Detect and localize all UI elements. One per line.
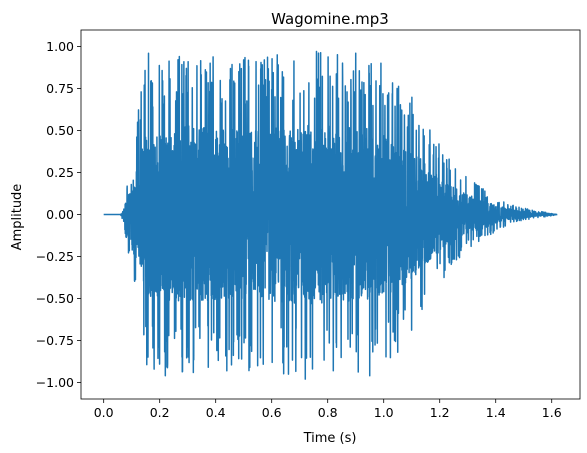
x-tick-label: 1.4 (486, 405, 506, 420)
y-tick-label: 0.00 (46, 207, 74, 222)
x-tick-label: 0.2 (150, 405, 170, 420)
y-tick-label: 0.75 (46, 81, 74, 96)
x-tick-label: 0.0 (94, 405, 114, 420)
y-tick-label: 0.25 (46, 165, 74, 180)
y-tick-label: −0.75 (36, 333, 74, 348)
x-tick-label: 1.0 (374, 405, 394, 420)
x-tick-label: 0.8 (318, 405, 338, 420)
x-tick-label: 0.4 (206, 405, 226, 420)
y-tick-label: −0.25 (36, 249, 74, 264)
x-tick-label: 1.2 (430, 405, 450, 420)
waveform-line (103, 50, 558, 380)
y-axis-label: Amplitude (10, 184, 25, 251)
x-tick-label: 0.6 (262, 405, 282, 420)
y-tick-label: 0.50 (46, 123, 74, 138)
x-axis-label: Time (s) (303, 431, 357, 446)
chart-title: Wagomine.mp3 (271, 10, 389, 28)
y-tick-label: 1.00 (46, 39, 74, 54)
y-tick-label: −1.00 (36, 375, 74, 390)
plot-frame (80, 29, 581, 400)
y-tick-label: −0.50 (36, 291, 74, 306)
x-tick-label: 1.6 (542, 405, 562, 420)
